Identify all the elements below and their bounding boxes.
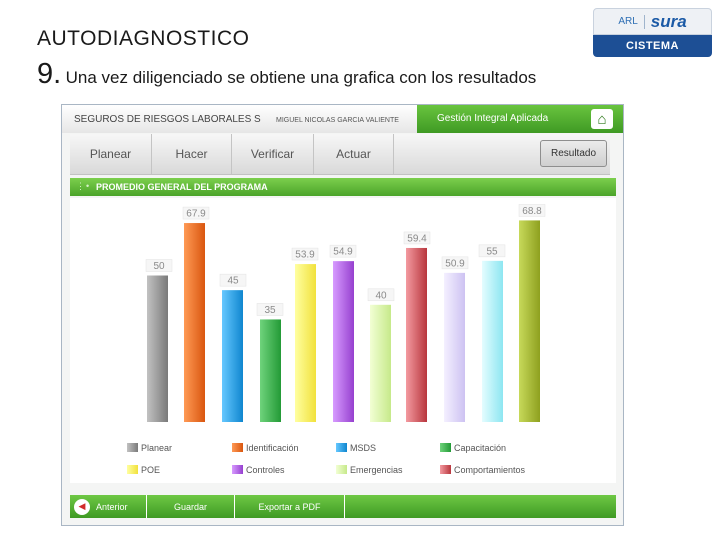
result-button[interactable]: Resultado: [540, 140, 607, 167]
bar-0: [147, 275, 168, 422]
data-label-5: 54.9: [333, 247, 353, 258]
header-app-name: Gestión Integral Aplicada: [437, 113, 549, 124]
data-label-1: 67.9: [186, 209, 206, 220]
legend-swatch-5: [232, 465, 243, 474]
step-text: Una vez diligenciado se obtiene una graf…: [65, 68, 537, 87]
step-number: 9.: [37, 58, 62, 90]
legend-swatch-7: [440, 465, 451, 474]
data-label-box-9: [478, 244, 506, 258]
logo-brand-text: sura: [650, 11, 687, 31]
header-company-title: SEGUROS DE RIESGOS LABORALES S: [74, 114, 261, 125]
app-header: SEGUROS DE RIESGOS LABORALES S MIGUEL NI…: [62, 105, 623, 133]
data-label-6: 40: [375, 290, 387, 301]
logo-top: ARL sura: [593, 8, 712, 35]
section-dots-icon: ⋮•: [76, 181, 91, 191]
legend-label-2: MSDS: [350, 443, 376, 453]
bar-3: [260, 319, 281, 422]
tab-planear[interactable]: Planear: [70, 134, 152, 174]
bar-10: [519, 220, 540, 422]
legend-swatch-1: [232, 443, 243, 452]
bar-8: [444, 272, 465, 422]
logo-cistema-text: CISTEMA: [593, 35, 712, 57]
data-label-7: 59.4: [407, 233, 427, 244]
data-label-8: 50.9: [445, 258, 465, 269]
bar-5: [333, 261, 354, 422]
data-label-2: 45: [227, 276, 239, 287]
data-label-0: 50: [153, 261, 165, 272]
header-user-name: MIGUEL NICOLAS GARCIA VALIENTE: [276, 117, 399, 124]
bar-6: [370, 304, 391, 422]
data-label-box-10: [518, 204, 546, 217]
legend-label-1: Identificación: [246, 443, 299, 453]
tab-actuar[interactable]: Actuar: [314, 134, 394, 174]
back-arrow-icon: ◀: [74, 498, 90, 515]
bar-1: [184, 223, 205, 422]
slide-title: AUTODIAGNOSTICO: [37, 27, 250, 50]
data-label-box-1: [182, 206, 210, 220]
slide-subtitle: 9. Una vez diligenciado se obtiene una g…: [37, 58, 536, 91]
legend-swatch-0: [127, 443, 138, 452]
home-icon[interactable]: ⌂: [591, 109, 613, 129]
bar-7: [406, 247, 427, 422]
data-label-4: 53.9: [295, 250, 315, 261]
footer-bar: ◀ Anterior Guardar Exportar a PDF: [70, 495, 616, 518]
legend-label-0: Planear: [141, 443, 172, 453]
app-window: SEGUROS DE RIESGOS LABORALES S MIGUEL NI…: [61, 104, 624, 526]
logo-arl-text: ARL: [618, 16, 638, 27]
tab-verificar[interactable]: Verificar: [232, 134, 314, 174]
chart-area: 50 67.9 45 35 53.9 54.9 40 59.4 50.9 55 68.8 Planea…: [70, 198, 616, 483]
bar-9: [482, 260, 503, 422]
data-label-box-6: [367, 288, 395, 302]
data-label-3: 35: [264, 305, 276, 316]
section-header: ⋮• PROMEDIO GENERAL DEL PROGRAMA: [70, 178, 616, 196]
legend-label-5: Controles: [246, 465, 285, 475]
data-label-box-2: [219, 273, 247, 287]
legend-label-6: Emergencias: [350, 465, 403, 475]
section-title: PROMEDIO GENERAL DEL PROGRAMA: [96, 182, 268, 192]
legend-label-3: Capacitación: [454, 443, 506, 453]
data-label-box-4: [291, 247, 319, 261]
logo-separator: [643, 14, 645, 29]
data-label-10: 68.8: [522, 206, 542, 217]
tab-hacer[interactable]: Hacer: [152, 134, 232, 174]
bar-4: [295, 264, 316, 422]
arl-sura-logo: ARL sura CISTEMA: [593, 8, 712, 57]
legend-swatch-2: [336, 443, 347, 452]
data-label-box-0: [145, 259, 173, 272]
bar-chart: 50 67.9 45 35 53.9 54.9 40 59.4 50.9 55 68.8 Planea…: [127, 204, 546, 475]
bar-2: [222, 290, 243, 422]
data-label-box-3: [256, 303, 284, 316]
data-label-box-8: [441, 256, 469, 270]
legend-label-4: POE: [141, 465, 160, 475]
legend-label-7: Comportamientos: [454, 465, 526, 475]
data-label-9: 55: [486, 246, 498, 257]
legend-swatch-4: [127, 465, 138, 474]
export-pdf-button[interactable]: Exportar a PDF: [235, 495, 345, 518]
data-label-box-5: [329, 244, 357, 258]
back-button[interactable]: ◀ Anterior: [70, 495, 147, 518]
data-label-box-7: [403, 231, 431, 245]
nav-bar: Planear Hacer Verificar Actuar Resultado: [70, 134, 610, 175]
legend-swatch-3: [440, 443, 451, 452]
header-left-panel: [62, 105, 417, 133]
back-button-label: Anterior: [96, 501, 128, 512]
legend-swatch-6: [336, 465, 347, 474]
save-button[interactable]: Guardar: [147, 495, 235, 518]
